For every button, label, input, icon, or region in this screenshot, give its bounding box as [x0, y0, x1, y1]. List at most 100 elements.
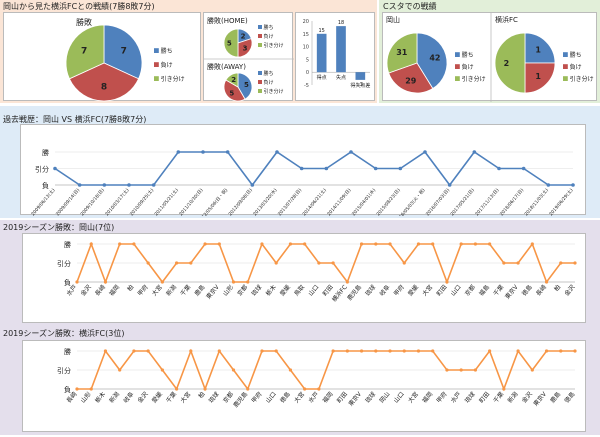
- x-tick-label: 甲府: [250, 390, 264, 404]
- y-tick-label: 10: [303, 45, 309, 51]
- legend-swatch: [258, 80, 262, 84]
- x-tick-label: 東京V: [503, 282, 520, 300]
- y-tick-label: 引分: [57, 259, 71, 268]
- x-tick-label: 2009/06/13(土): [29, 187, 56, 216]
- data-point: [571, 183, 575, 187]
- legend-label: 引き分け: [161, 75, 185, 83]
- data-point: [497, 166, 501, 171]
- data-point: [189, 349, 193, 353]
- legend-label: 負け: [264, 79, 274, 86]
- data-point: [288, 368, 293, 372]
- bar-data-label: 18: [338, 20, 344, 26]
- data-point: [217, 242, 221, 246]
- panel-season-yokohama: 勝引分負長崎 山形 栃木 新潟 岐阜 金沢 愛媛 千葉 大宮柏琉球 京都 鹿児島 甲府 山口 徳島 大宮 水戸…: [22, 340, 586, 432]
- data-point: [516, 261, 520, 265]
- x-tick-label: 2019/06/29(土): [547, 187, 574, 216]
- data-point: [488, 349, 492, 353]
- legend-swatch: [563, 64, 568, 69]
- x-tick-label: 鹿児島: [232, 390, 250, 409]
- data-point: [103, 280, 108, 284]
- x-tick-label: 大宮: [150, 283, 164, 297]
- pie-slice: [225, 72, 239, 88]
- y-tick-label: 負: [64, 385, 71, 394]
- data-point: [459, 242, 463, 246]
- pie-slice: [388, 62, 434, 94]
- data-point: [317, 387, 321, 391]
- panel-season-okayama: 勝引分負水戸 金沢 長崎 福岡柏甲府 大宮 新潟 千葉 鹿島 東京V 山形 京都 琉球 栃木 愛媛 鳥取 山口…: [22, 233, 586, 323]
- data-point: [189, 261, 193, 265]
- series-line: [76, 241, 575, 285]
- data-point: [559, 349, 563, 353]
- pie-slice: [386, 32, 418, 74]
- x-tick-label: 2011/10/30(日): [178, 187, 205, 216]
- pie-slice: [223, 79, 246, 102]
- x-tick-label: 柏: [552, 283, 562, 293]
- pie-slice: [524, 62, 556, 94]
- data-point: [573, 349, 577, 353]
- x-tick-label: 京都: [235, 283, 249, 297]
- x-tick-label: 長崎: [93, 283, 107, 297]
- data-point: [459, 368, 463, 372]
- data-point: [345, 280, 349, 284]
- y-tick-label: 5: [306, 57, 309, 63]
- season-yokohama-line-chart: 勝引分負長崎 山形 栃木 新潟 岐阜 金沢 愛媛 千葉 大宮柏琉球 京都鹿児島 甲府 山口 徳島 大宮 水戸…: [57, 347, 577, 409]
- x-tick-label: 大宮: [179, 390, 193, 404]
- y-tick-label: 15: [303, 32, 309, 38]
- x-tick-label: 千葉: [179, 283, 193, 297]
- data-point: [416, 349, 421, 353]
- data-point: [502, 387, 506, 391]
- x-tick-label: 徳島: [520, 283, 534, 297]
- chart-title: 勝敗(HOME): [207, 16, 248, 25]
- data-point: [516, 349, 520, 353]
- pie-slice: [237, 38, 253, 58]
- x-tick-label: 福岡: [107, 283, 121, 297]
- data-point: [260, 242, 264, 246]
- pie-slice: [68, 62, 140, 102]
- data-point: [175, 387, 179, 391]
- x-tick-label: 長崎: [534, 283, 548, 297]
- x-tick-label: 2015/04/01(水): [350, 187, 377, 216]
- data-point: [402, 349, 406, 353]
- data-point: [89, 242, 93, 246]
- x-tick-label: 新潟: [506, 390, 520, 404]
- x-tick-label: 水戸: [307, 390, 321, 404]
- legend-label: 勝ち: [264, 70, 274, 77]
- data-point: [151, 183, 156, 187]
- section-overall-record: 岡山から見た横浜FCとの戦績(7勝8敗7分) 勝敗 7 8 7 勝ち 負け 引き分け 勝敗(…: [0, 0, 377, 103]
- data-point: [201, 150, 205, 154]
- pie-data-label: 1: [535, 46, 541, 55]
- data-point: [299, 166, 304, 171]
- data-point: [203, 387, 207, 391]
- x-tick-label: 栃木: [93, 390, 107, 404]
- section-title: Cスタでの戦績: [383, 2, 437, 11]
- data-point: [331, 261, 335, 265]
- x-tick-label: 岡山: [378, 390, 392, 404]
- data-point: [373, 166, 378, 171]
- data-point: [160, 368, 164, 372]
- legend-swatch: [455, 76, 460, 81]
- pie-data-label: 29: [405, 76, 417, 85]
- pie-data-label: 1: [535, 72, 541, 81]
- x-tick-label: 2017/11/13(日): [474, 187, 501, 216]
- x-tick-label: 京都: [463, 283, 477, 297]
- data-point: [260, 349, 264, 353]
- x-tick-label: 水戸: [449, 390, 463, 404]
- panel-cs-pies: 岡山 42 29 31 勝ち 負け 引き分け 横浜FC 1 1 2 勝ち 負け 引き分け: [382, 12, 597, 102]
- data-point: [103, 349, 108, 353]
- x-tick-label: 金沢: [79, 283, 93, 297]
- pie-slice: [65, 24, 105, 80]
- bar: [336, 26, 346, 73]
- bar-data-label: 15: [318, 28, 324, 34]
- x-tick-label: 2011/05/21(土): [153, 187, 180, 216]
- pie-data-label: 8: [101, 83, 107, 93]
- pie-data-label: 7: [81, 46, 87, 56]
- legend-label: 引き分け: [264, 88, 284, 95]
- data-point: [359, 242, 364, 246]
- y-tick-label: 勝: [64, 240, 71, 249]
- bar: [355, 72, 366, 80]
- x-tick-label: 大宮: [420, 283, 434, 297]
- legend-label: 負け: [161, 61, 173, 69]
- x-tick-label: 2018/11/03(土): [523, 187, 550, 216]
- data-point: [530, 242, 534, 246]
